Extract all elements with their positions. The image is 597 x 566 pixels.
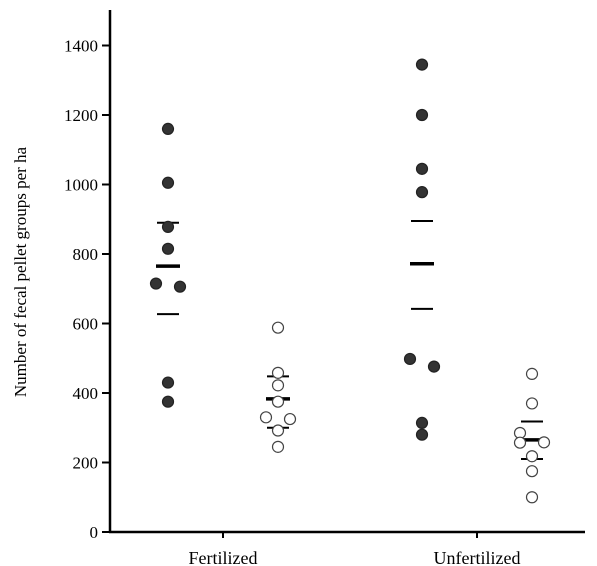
y-axis-title: Number of fecal pellet groups per ha <box>11 146 30 397</box>
y-tick-label: 0 <box>90 523 99 542</box>
y-tick-label: 600 <box>73 315 99 334</box>
filled-point <box>403 352 417 366</box>
filled-point <box>427 360 441 373</box>
filled-point <box>415 58 429 71</box>
open-point <box>513 436 527 449</box>
y-tick-label: 1400 <box>64 37 98 56</box>
filled-point <box>415 186 429 199</box>
x-category-label: Fertilized <box>189 548 258 566</box>
filled-point <box>161 376 175 389</box>
filled-point <box>161 176 175 189</box>
filled-point <box>415 428 429 441</box>
open-point <box>525 465 539 478</box>
y-tick-label: 800 <box>73 245 99 264</box>
y-tick-label: 200 <box>73 454 99 473</box>
filled-point <box>415 416 429 429</box>
open-point <box>525 450 539 463</box>
open-point <box>525 397 539 410</box>
filled-point <box>415 108 429 122</box>
open-point <box>271 321 285 334</box>
open-point <box>271 424 285 437</box>
y-tick-label: 1200 <box>64 106 98 125</box>
filled-point <box>161 122 175 135</box>
open-point <box>525 367 539 380</box>
y-tick-label: 1000 <box>64 176 98 195</box>
open-point <box>271 440 285 453</box>
data-points <box>149 58 551 504</box>
open-point <box>271 395 285 408</box>
open-point <box>525 491 539 504</box>
y-ticks: 0 200 400 600 800 1000 1200 1400 <box>64 37 110 542</box>
open-point <box>537 436 551 449</box>
filled-point <box>161 395 175 408</box>
filled-point <box>161 242 175 255</box>
filled-point <box>173 280 187 293</box>
open-point <box>271 379 285 392</box>
open-point <box>283 412 297 426</box>
summary-bars <box>156 219 544 461</box>
x-ticks: Fertilized Unfertilized <box>189 532 521 566</box>
filled-point <box>149 277 163 290</box>
filled-point <box>415 162 429 175</box>
open-point <box>259 411 273 424</box>
open-point <box>271 366 285 379</box>
x-category-label: Unfertilized <box>434 548 521 566</box>
y-tick-label: 400 <box>73 384 99 403</box>
filled-point <box>161 220 175 233</box>
